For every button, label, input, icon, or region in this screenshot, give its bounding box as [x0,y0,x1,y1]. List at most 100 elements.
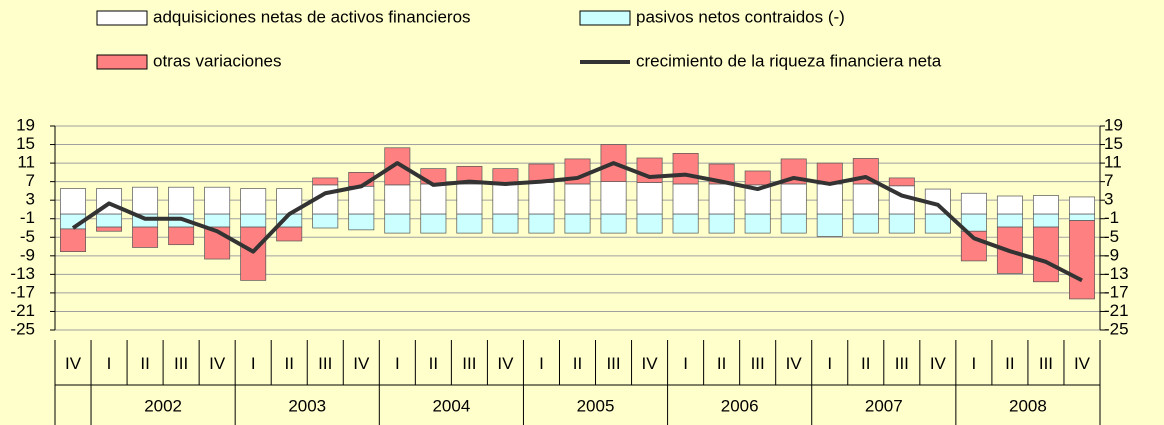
y-tick-label: -17 [10,282,35,301]
bar [744,170,771,186]
y2-tick-label: -5 [1104,227,1119,246]
x-tick-label: II [861,354,870,373]
line [71,161,1083,283]
x-tick-label: I [683,354,688,373]
bar [96,213,123,228]
bar [816,183,843,215]
x-tick-label: II [429,354,438,373]
bar [888,213,915,234]
x-tick-label: II [717,354,726,373]
bar [636,182,663,215]
y-tick-label: -13 [10,264,35,283]
bar [312,177,339,186]
y-tick-label: 11 [17,153,35,172]
y-tick-label: -21 [10,301,35,320]
y2-tick-label: 19 [1104,115,1123,134]
x-tick-label: I [827,354,832,373]
x-tick-label: II [573,354,582,373]
bar [60,228,86,252]
y-tick-label: -1 [20,208,35,227]
bar [924,213,951,234]
bar [240,226,267,281]
x-tick-label: II [140,354,149,373]
x-tick-label: III [318,354,332,373]
legend-swatch [579,10,631,26]
legend-label: pasivos netos contraidos (-) [636,7,845,26]
legend-swatch [96,54,148,70]
y2-tick-label: -1 [1104,208,1119,227]
y2-tick-label: 15 [1104,134,1123,153]
bar [240,213,267,228]
y2-tick-label: -13 [1104,264,1129,283]
bar [996,195,1023,215]
year-label: 2004 [432,396,470,415]
bar [1069,213,1095,221]
bar [852,183,879,215]
bar [240,188,267,215]
bar [492,213,519,234]
x-tick-label: I [395,354,400,373]
bar [1069,196,1095,215]
bar [528,182,555,215]
bar [564,183,591,215]
x-tick-label: III [1039,354,1053,373]
bar [816,213,843,237]
legend-label: adquisiciones netas de activos financier… [153,7,471,26]
bar [1032,213,1059,228]
bar [780,213,807,234]
legend-label: otras variaciones [153,51,282,70]
bar [132,186,159,215]
bar [672,183,699,215]
year-label: 2003 [288,396,326,415]
bar [168,186,195,215]
year-label: 2008 [1009,396,1047,415]
x-tick-label: I [972,354,977,373]
bar [420,213,447,234]
x-tick-label: IV [209,354,226,373]
bar [60,188,86,215]
bar [744,213,771,234]
bar [600,213,627,234]
y-tick-label: -9 [20,245,35,264]
bar [204,186,231,215]
bar [528,213,555,234]
x-tick-label: I [107,354,112,373]
bar [456,183,483,215]
bar [888,177,915,187]
bar [384,213,411,234]
y-tick-label: 15 [16,134,35,153]
x-tick-label: II [284,354,293,373]
bar [1069,220,1095,300]
bar [492,183,519,215]
x-tick-label: III [174,354,188,373]
y2-tick-label: -9 [1104,245,1119,264]
x-tick-label: IV [497,354,514,373]
bar [600,181,627,215]
x-tick-label: III [751,354,765,373]
bar [708,213,735,234]
x-tick-label: III [606,354,620,373]
x-tick-label: IV [930,354,947,373]
y2-tick-label: -21 [1104,301,1129,320]
bar [168,226,195,246]
bar [96,226,123,232]
bar [636,213,663,234]
bar [204,213,231,228]
x-tick-label: IV [65,354,82,373]
bar [672,153,699,185]
x-tick-label: II [1005,354,1014,373]
bar [1032,195,1059,215]
x-tick-label: I [539,354,544,373]
bar [420,183,447,215]
bar [1032,226,1059,283]
bar [780,183,807,215]
x-tick-label: IV [642,354,659,373]
y-tick-label: 3 [26,190,35,209]
year-label: 2007 [865,396,903,415]
bar [132,226,159,248]
y-tick-label: -25 [10,319,35,338]
y2-tick-label: -25 [1104,319,1129,338]
x-tick-label: III [895,354,909,373]
y-tick-label: -5 [20,227,35,246]
